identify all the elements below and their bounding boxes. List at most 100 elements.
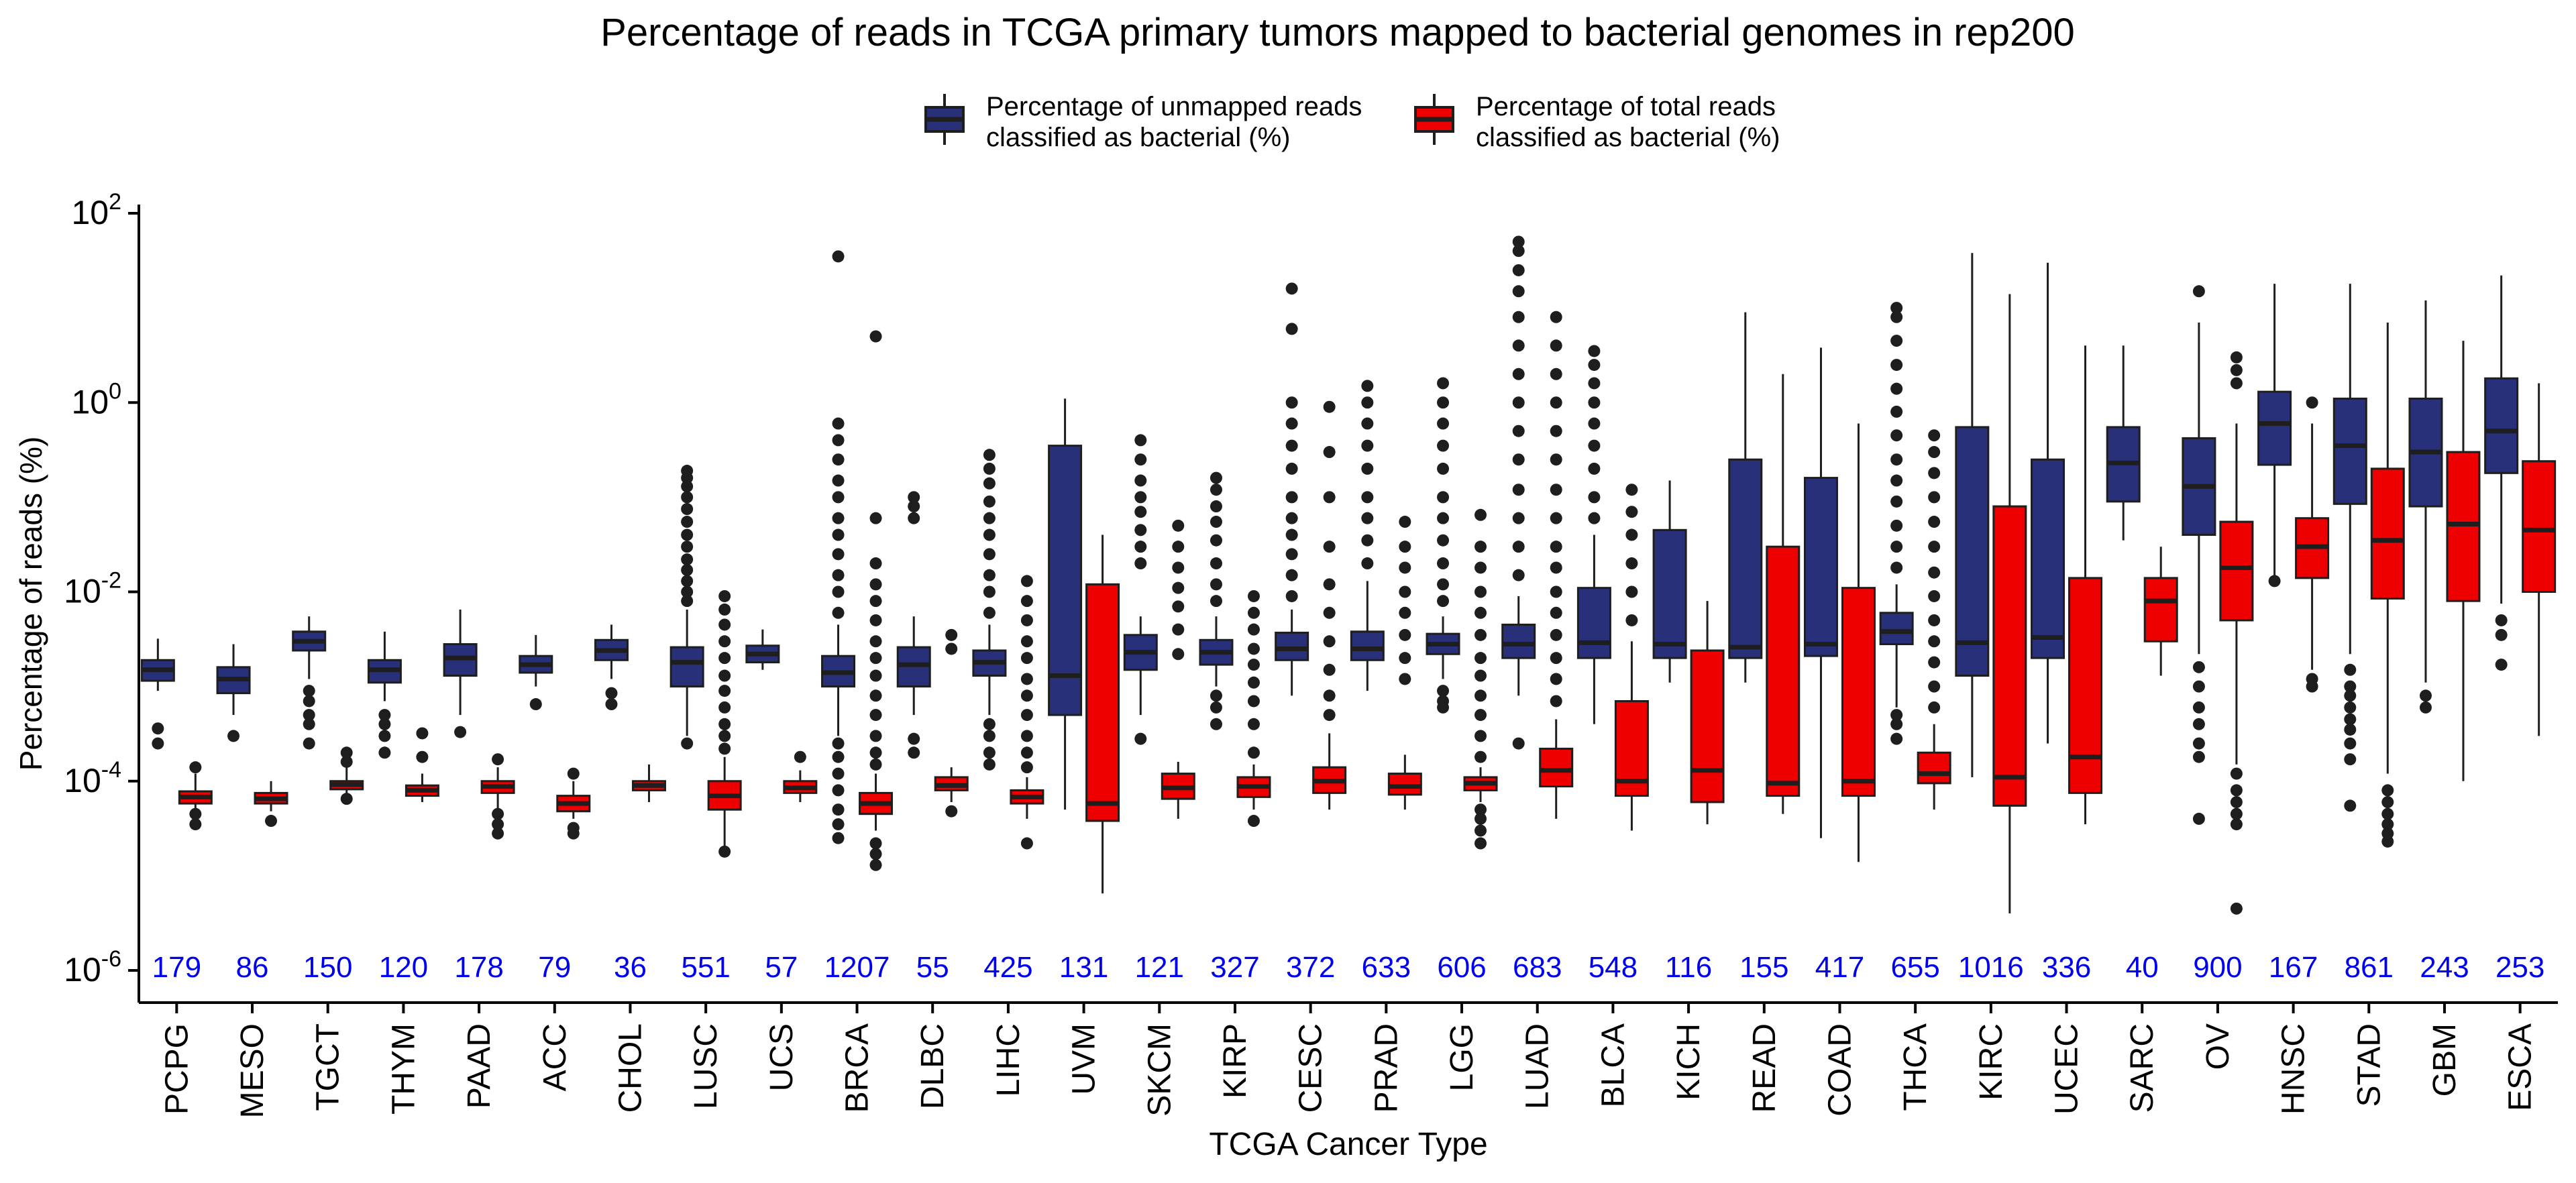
outlier-point <box>378 709 391 722</box>
sample-count-label: 55 <box>916 951 949 984</box>
outlier-point <box>1928 701 1941 714</box>
outlier-point <box>1247 695 1260 708</box>
outlier-point <box>1399 516 1411 528</box>
outlier-point <box>492 753 504 766</box>
outlier-point <box>2495 614 2508 626</box>
outlier-point <box>832 818 845 831</box>
outlier-point <box>983 528 996 541</box>
box-unmapped-sarc <box>2106 345 2141 541</box>
box-total-uvm <box>1085 534 1120 894</box>
outlier-point <box>1588 491 1601 504</box>
outlier-point <box>2230 796 2243 809</box>
outlier-point <box>908 732 920 745</box>
outlier-point <box>1890 732 1903 745</box>
outlier-point <box>1550 585 1562 598</box>
sample-count-label: 861 <box>2345 951 2394 984</box>
outlier-point <box>1588 359 1601 372</box>
outlier-point <box>1210 578 1222 591</box>
category-group-thym <box>367 631 439 803</box>
box-iqr <box>669 646 704 688</box>
outlier-point <box>983 730 996 742</box>
sample-count-label: 120 <box>379 951 428 984</box>
outlier-point <box>869 330 882 343</box>
x-tick-label: ACC <box>537 1023 573 1091</box>
legend-label-total-line2: classified as bacterial (%) <box>1476 123 1780 152</box>
outlier-point <box>1285 528 1298 541</box>
outlier-point <box>1928 491 1941 504</box>
outlier-point <box>983 548 996 561</box>
outlier-point <box>908 746 920 759</box>
legend-key-total <box>1414 94 1454 145</box>
x-tick-label: SARC <box>2125 1023 2160 1113</box>
outlier-point <box>1361 417 1374 430</box>
outlier-point <box>1550 695 1562 708</box>
outlier-point <box>1474 508 1487 521</box>
box-iqr <box>1992 505 2027 807</box>
outlier-point <box>681 528 694 541</box>
box-iqr <box>1501 623 1536 659</box>
outlier-point <box>1361 396 1374 409</box>
outlier-point <box>2230 351 2243 363</box>
outlier-point <box>869 709 882 722</box>
outlier-point <box>1550 561 1562 574</box>
outlier-point <box>869 858 882 871</box>
outlier-point <box>2230 377 2243 390</box>
box-unmapped-stad <box>2332 284 2367 812</box>
box-total-gbm <box>2446 341 2481 781</box>
sample-count-label: 243 <box>2420 951 2469 984</box>
outlier-point <box>1437 512 1450 524</box>
box-iqr <box>2370 467 2405 600</box>
outlier-point <box>1210 701 1222 714</box>
outlier-point <box>1210 557 1222 570</box>
category-group-gbm <box>2408 300 2481 781</box>
y-tick-label: 10-4 <box>64 757 121 799</box>
outlier-point <box>2344 701 2357 714</box>
outlier-point <box>2344 799 2357 812</box>
y-tick-label: 100 <box>71 378 121 420</box>
sample-count-label: 551 <box>681 951 730 984</box>
outlier-point <box>1512 235 1525 248</box>
outlier-point <box>1210 516 1222 528</box>
outlier-point <box>983 746 996 759</box>
outlier-point <box>2344 680 2357 693</box>
outlier-point <box>1285 491 1298 504</box>
outlier-point <box>1172 561 1185 574</box>
outlier-point <box>1134 474 1147 487</box>
category-group-blca <box>1576 345 1649 831</box>
x-tick-label: HNSC <box>2276 1023 2312 1115</box>
outlier-point <box>1285 589 1298 602</box>
outlier-point <box>869 652 882 665</box>
outlier-point <box>1512 368 1525 380</box>
outlier-point <box>1399 541 1411 553</box>
outlier-point <box>1890 453 1903 466</box>
sample-count-label: 155 <box>1739 951 1788 984</box>
category-group-ov <box>2182 285 2254 915</box>
outlier-point <box>1210 484 1222 496</box>
outlier-point <box>794 750 806 763</box>
outlier-point <box>1474 837 1487 850</box>
outlier-point <box>1437 701 1450 714</box>
box-unmapped-lusc <box>669 465 704 750</box>
outlier-point <box>1020 652 1033 665</box>
outlier-point <box>832 750 845 763</box>
box-total-ov <box>2219 351 2254 915</box>
sample-count-label: 86 <box>236 951 269 984</box>
outlier-point <box>869 848 882 860</box>
outlier-point <box>1588 439 1601 452</box>
outlier-point <box>1474 669 1487 682</box>
outlier-point <box>416 750 429 763</box>
x-tick-label: TGCT <box>311 1023 346 1111</box>
box-unmapped-thym <box>367 631 402 759</box>
outlier-point <box>1020 709 1033 722</box>
category-group-lusc <box>669 465 742 858</box>
box-unmapped-coad <box>1803 347 1838 838</box>
sample-count-label: 1016 <box>1958 951 2024 984</box>
sample-count-label: 683 <box>1513 951 1562 984</box>
outlier-point <box>1437 557 1450 570</box>
outlier-point <box>1474 750 1487 763</box>
outlier-point <box>378 730 391 742</box>
outlier-point <box>1512 264 1525 276</box>
outlier-point <box>1285 439 1298 452</box>
outlier-point <box>1323 446 1336 459</box>
outlier-point <box>832 417 845 430</box>
